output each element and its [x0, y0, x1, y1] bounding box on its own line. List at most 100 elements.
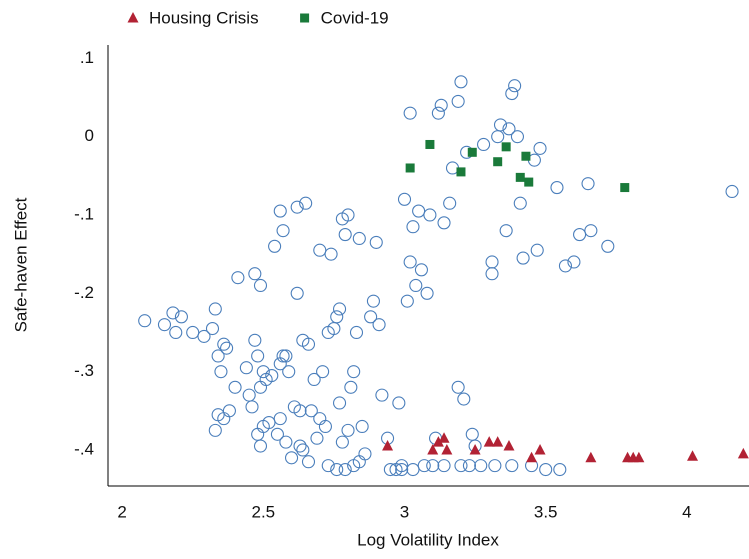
- point: [491, 130, 505, 144]
- point: [253, 439, 268, 453]
- point: [412, 204, 426, 218]
- x-tick-label: 2: [117, 502, 126, 521]
- legend-label: Covid-19: [321, 8, 389, 27]
- point: [220, 341, 234, 355]
- point: [584, 224, 598, 238]
- point: [251, 427, 265, 441]
- x-tick-label: 4: [682, 502, 691, 521]
- point: [245, 400, 259, 414]
- point: [508, 79, 522, 93]
- point: [242, 388, 256, 402]
- point: [253, 278, 268, 293]
- y-tick-label: -.3: [74, 361, 94, 380]
- point: [316, 365, 330, 379]
- point: [324, 247, 338, 261]
- point: [239, 361, 253, 375]
- point: [397, 192, 412, 206]
- point: [293, 439, 307, 453]
- point: [601, 239, 615, 253]
- point: [256, 365, 270, 379]
- point: [403, 106, 417, 120]
- point: [403, 255, 417, 269]
- point: [338, 228, 352, 242]
- point: [485, 255, 499, 269]
- point: [539, 463, 553, 477]
- point: [499, 224, 513, 238]
- point: [276, 224, 290, 238]
- point: [375, 388, 389, 402]
- point: [279, 435, 293, 449]
- point: [290, 286, 304, 300]
- point: [276, 349, 290, 363]
- point: [502, 122, 516, 136]
- point: [341, 423, 355, 437]
- point: [341, 208, 355, 222]
- point: [395, 459, 409, 473]
- point: [515, 172, 525, 182]
- point: [533, 141, 547, 155]
- point: [313, 412, 327, 426]
- x-tick-label: 3.5: [534, 502, 558, 521]
- point: [405, 163, 415, 173]
- point: [526, 451, 538, 463]
- point: [282, 365, 296, 379]
- point: [426, 459, 440, 473]
- point: [358, 447, 372, 461]
- point: [437, 459, 451, 473]
- point: [485, 267, 499, 281]
- point: [725, 184, 739, 199]
- point: [558, 259, 573, 273]
- point: [501, 142, 511, 152]
- point: [477, 137, 491, 152]
- y-tick-label: -.1: [74, 204, 94, 223]
- point: [321, 459, 335, 473]
- point: [454, 75, 468, 89]
- point: [265, 369, 279, 383]
- point: [251, 349, 265, 363]
- point: [262, 416, 276, 430]
- point: [290, 200, 304, 214]
- y-tick-label: 0: [85, 126, 94, 145]
- point: [138, 314, 152, 328]
- point: [338, 463, 352, 477]
- point: [503, 440, 515, 451]
- legend-label: Housing Crisis: [149, 8, 259, 27]
- point: [406, 220, 420, 234]
- point: [273, 412, 287, 426]
- point: [414, 263, 428, 277]
- point: [310, 431, 324, 445]
- point: [423, 208, 437, 222]
- point: [208, 302, 222, 316]
- point: [307, 372, 321, 387]
- point: [530, 243, 544, 257]
- point: [395, 463, 409, 477]
- point: [417, 459, 431, 473]
- point: [333, 302, 347, 316]
- point: [364, 310, 378, 324]
- point: [567, 255, 581, 269]
- point: [454, 459, 468, 473]
- point: [513, 196, 527, 210]
- point: [349, 325, 364, 340]
- point: [293, 404, 307, 418]
- point: [222, 404, 236, 418]
- point: [330, 463, 344, 477]
- y-axis-label: Safe-haven Effect: [11, 197, 30, 332]
- point: [299, 196, 313, 210]
- point: [248, 267, 262, 281]
- point: [534, 443, 546, 455]
- point: [186, 325, 200, 340]
- point: [456, 167, 466, 177]
- point: [392, 396, 406, 410]
- point: [474, 459, 488, 473]
- point: [208, 423, 222, 437]
- point: [438, 432, 450, 443]
- point: [443, 196, 457, 210]
- point: [488, 459, 502, 473]
- point: [169, 325, 183, 340]
- point: [492, 436, 504, 447]
- point: [462, 459, 476, 473]
- point: [505, 459, 519, 473]
- point: [253, 380, 268, 394]
